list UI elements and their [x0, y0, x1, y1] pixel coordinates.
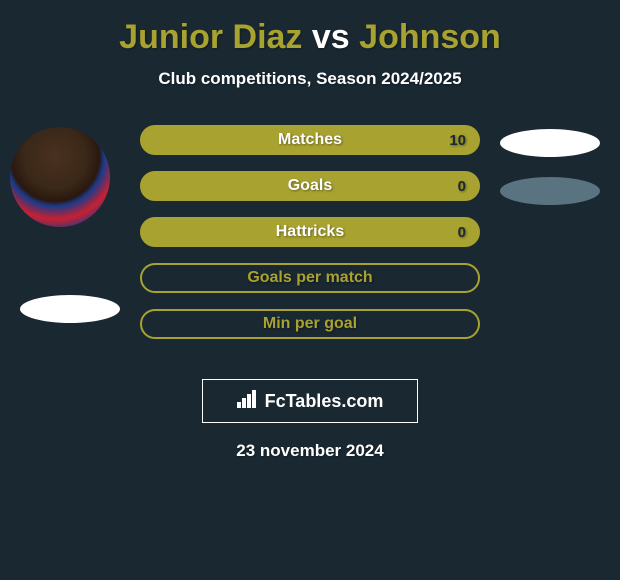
stat-value-matches: 10 — [449, 132, 466, 149]
stat-value-hattricks: 0 — [458, 224, 466, 241]
chart-icon — [237, 390, 259, 413]
watermark-text: FcTables.com — [265, 391, 384, 412]
decorative-ellipse-right-2 — [500, 177, 600, 205]
main-container: Junior Diaz vs Johnson Club competitions… — [0, 0, 620, 471]
stat-label-goals-per-match: Goals per match — [247, 269, 372, 287]
decorative-ellipse-right-1 — [500, 129, 600, 157]
stat-bar-hattricks: Hattricks 0 — [140, 217, 480, 247]
player1-name: Junior Diaz — [119, 18, 302, 56]
stat-bar-matches: Matches 10 — [140, 125, 480, 155]
content-area: Matches 10 Goals 0 Hattricks 0 Goals per… — [0, 117, 620, 367]
stat-value-goals: 0 — [458, 178, 466, 195]
watermark-badge: FcTables.com — [202, 379, 418, 423]
date-text: 23 november 2024 — [0, 441, 620, 461]
subtitle: Club competitions, Season 2024/2025 — [0, 69, 620, 89]
stat-label-matches: Matches — [278, 131, 342, 149]
player2-name: Johnson — [359, 18, 501, 56]
page-title: Junior Diaz vs Johnson — [0, 18, 620, 57]
stat-bar-goals: Goals 0 — [140, 171, 480, 201]
stat-label-min-per-goal: Min per goal — [263, 315, 357, 333]
stat-bar-min-per-goal: Min per goal — [140, 309, 480, 339]
player1-avatar — [10, 127, 110, 227]
vs-text: vs — [312, 18, 350, 56]
decorative-ellipse-left — [20, 295, 120, 323]
stat-label-hattricks: Hattricks — [276, 223, 344, 241]
stat-label-goals: Goals — [288, 177, 332, 195]
stat-bar-goals-per-match: Goals per match — [140, 263, 480, 293]
stats-column: Matches 10 Goals 0 Hattricks 0 Goals per… — [140, 125, 480, 355]
